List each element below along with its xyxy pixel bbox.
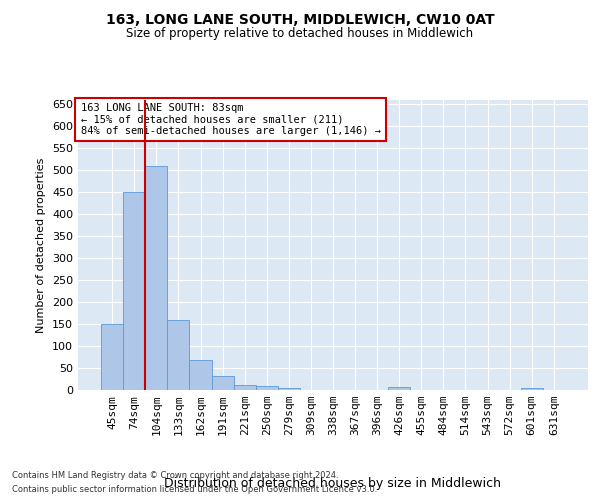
Bar: [212, 376, 233, 390]
Text: Contains public sector information licensed under the Open Government Licence v3: Contains public sector information licen…: [12, 486, 377, 494]
Bar: [388, 388, 410, 390]
Bar: [167, 320, 190, 390]
Bar: [521, 388, 543, 390]
Bar: [145, 166, 167, 390]
Bar: [256, 386, 278, 390]
X-axis label: Distribution of detached houses by size in Middlewich: Distribution of detached houses by size …: [164, 477, 502, 490]
Text: 163, LONG LANE SOUTH, MIDDLEWICH, CW10 0AT: 163, LONG LANE SOUTH, MIDDLEWICH, CW10 0…: [106, 12, 494, 26]
Text: Contains HM Land Registry data © Crown copyright and database right 2024.: Contains HM Land Registry data © Crown c…: [12, 470, 338, 480]
Bar: [190, 360, 212, 390]
Bar: [233, 384, 256, 390]
Bar: [101, 324, 123, 390]
Y-axis label: Number of detached properties: Number of detached properties: [37, 158, 46, 332]
Text: Size of property relative to detached houses in Middlewich: Size of property relative to detached ho…: [127, 28, 473, 40]
Bar: [123, 192, 145, 390]
Text: 163 LONG LANE SOUTH: 83sqm
← 15% of detached houses are smaller (211)
84% of sem: 163 LONG LANE SOUTH: 83sqm ← 15% of deta…: [80, 103, 380, 136]
Bar: [278, 388, 300, 390]
